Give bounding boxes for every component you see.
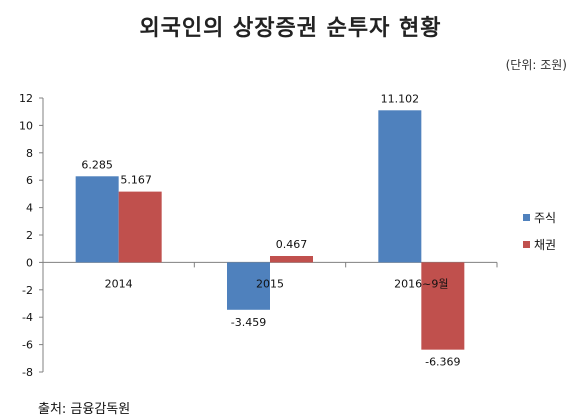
- data-label: 0.467: [276, 238, 308, 251]
- y-tick-label: 2: [26, 229, 33, 242]
- bar-stock: [227, 262, 270, 310]
- data-label: 11.102: [381, 92, 420, 105]
- y-tick-label: 4: [26, 202, 33, 215]
- y-tick-label: 0: [26, 256, 33, 269]
- unit-label: (단위: 조원): [505, 58, 567, 72]
- bar-stock: [75, 176, 119, 263]
- y-tick-label: 8: [26, 147, 33, 160]
- x-category-label: 2014: [105, 277, 133, 290]
- x-category-label: 2016~9월: [394, 277, 448, 290]
- source-note: 출처: 금융감독원: [38, 402, 131, 417]
- y-tick-label: -2: [22, 284, 33, 297]
- y-tick-label: 12: [19, 92, 33, 105]
- legend-label-bond: 채권: [534, 238, 556, 252]
- y-tick-label: -8: [22, 366, 33, 379]
- legend-swatch-bond: [523, 241, 530, 248]
- data-label: 5.167: [120, 174, 152, 187]
- bar-bond: [118, 191, 162, 263]
- legend-label-stock: 주식: [534, 211, 556, 225]
- x-category-label: 2015: [256, 277, 284, 290]
- data-label: -6.369: [425, 356, 460, 369]
- bar-stock: [378, 110, 422, 263]
- bar-bond: [270, 256, 313, 263]
- bar-bond: [421, 262, 465, 350]
- chart-title: 외국인의 상장증권 순투자 현황: [139, 16, 442, 41]
- y-tick-label: -6: [22, 339, 33, 352]
- data-label: 6.285: [81, 158, 113, 171]
- y-tick-label: 6: [26, 174, 33, 187]
- y-tick-label: 10: [19, 119, 33, 132]
- data-label: -3.459: [231, 316, 266, 329]
- legend-swatch-stock: [523, 214, 530, 221]
- y-tick-label: -4: [22, 311, 33, 324]
